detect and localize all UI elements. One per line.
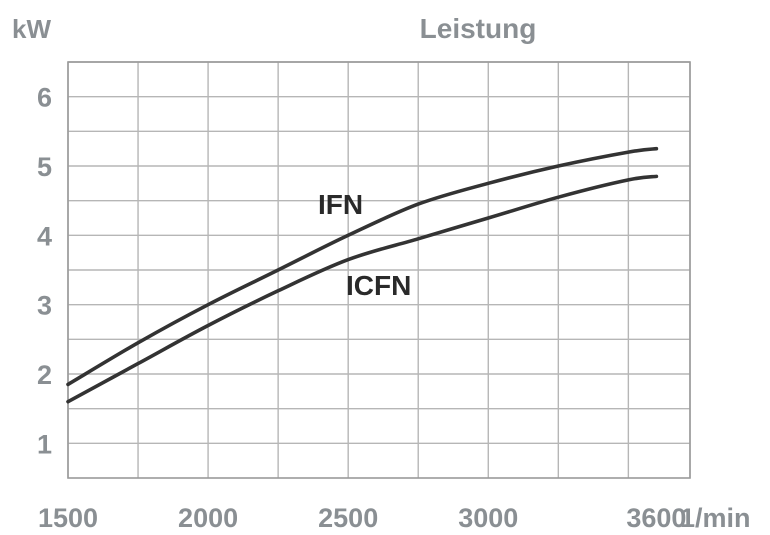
y-tick-label-3: 4 [37,221,52,251]
chart-title: Leistung [420,13,537,44]
series-line-ifn [66,146,659,387]
series-label-ifn: IFN [318,189,363,220]
x-axis-ticks: 1500 2000 2500 3000 3600 [38,503,686,533]
y-tick-label-4: 5 [37,152,52,182]
y-tick-label-0: 1 [37,429,52,459]
y-axis-label: kW [12,14,51,44]
series-line-icfn [66,174,659,404]
y-tick-label-5: 6 [37,83,52,113]
plot-frame [67,61,691,479]
y-tick-label-1: 2 [37,360,52,390]
x-tick-label-1: 2000 [178,503,238,533]
x-tick-label-2: 2500 [318,503,378,533]
x-tick-label-4: 3600 [626,503,686,533]
x-axis-label: 1/min [680,503,751,533]
series-label-icfn: ICFN [346,270,411,301]
x-tick-label-3: 3000 [458,503,518,533]
x-tick-label-0: 1500 [38,503,98,533]
series-lines [66,146,659,404]
y-tick-label-2: 3 [37,291,52,321]
y-axis-ticks: 1 2 3 4 5 6 [37,83,52,460]
